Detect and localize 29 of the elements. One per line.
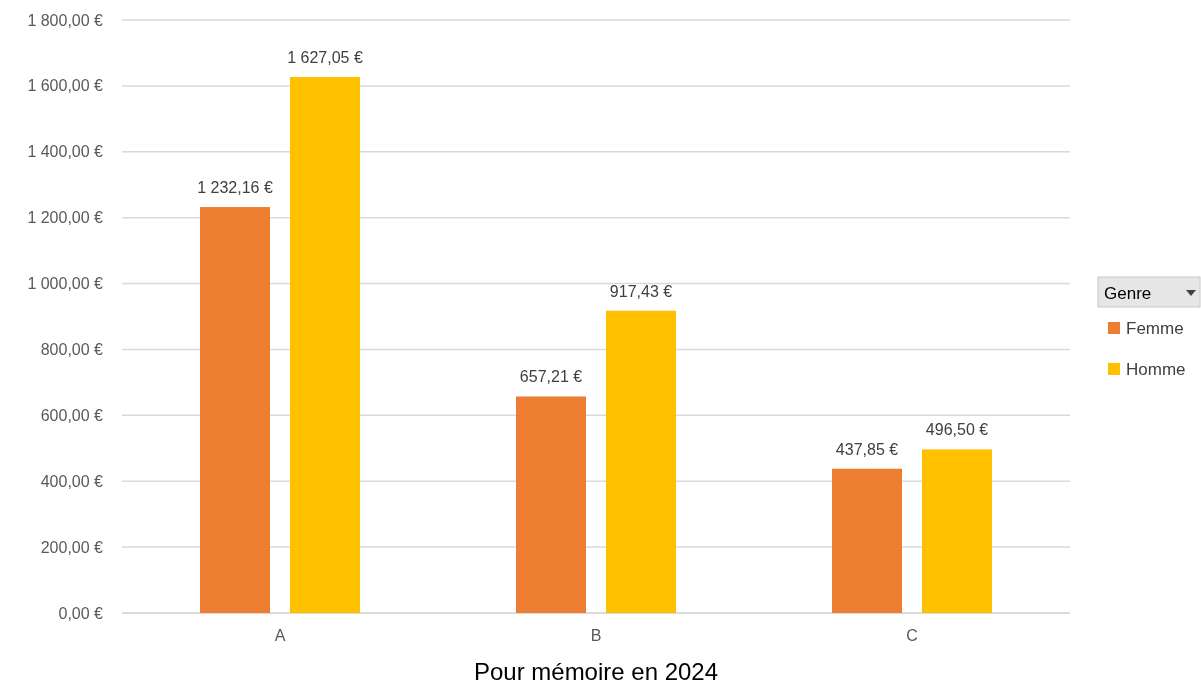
data-label: 657,21 € <box>519 368 583 386</box>
bar <box>832 468 902 613</box>
x-axis-title: Pour mémoire en 2024 <box>473 658 719 685</box>
data-label: 917,43 € <box>609 282 673 300</box>
y-tick-label: 800,00 € <box>40 341 104 359</box>
data-label: 437,85 € <box>835 440 899 458</box>
bar <box>922 449 992 613</box>
y-tick-label: 200,00 € <box>40 538 104 556</box>
y-tick-label: 600,00 € <box>40 406 104 424</box>
y-tick-label: 0,00 € <box>58 604 104 622</box>
bar <box>516 396 586 613</box>
legend-label: Homme <box>1126 360 1186 379</box>
x-tick-label: B <box>590 627 602 644</box>
data-label: 1 627,05 € <box>287 48 363 66</box>
y-tick-label: 1 000,00 € <box>27 275 104 293</box>
bar <box>290 76 360 613</box>
bar <box>200 207 270 613</box>
legend-label: Femme <box>1126 319 1184 338</box>
y-tick-label: 1 600,00 € <box>27 77 104 95</box>
legend-title: Genre <box>1104 284 1152 303</box>
data-label: 496,50 € <box>925 421 989 439</box>
y-tick-label: 1 800,00 € <box>27 11 104 29</box>
y-tick-label: 1 400,00 € <box>27 143 104 161</box>
x-tick-label: C <box>906 627 918 644</box>
y-tick-label: 1 200,00 € <box>27 209 104 227</box>
data-label: 1 232,16 € <box>197 179 273 197</box>
bar <box>606 310 676 613</box>
x-tick-label: A <box>274 627 286 644</box>
y-tick-label: 400,00 € <box>40 472 104 490</box>
